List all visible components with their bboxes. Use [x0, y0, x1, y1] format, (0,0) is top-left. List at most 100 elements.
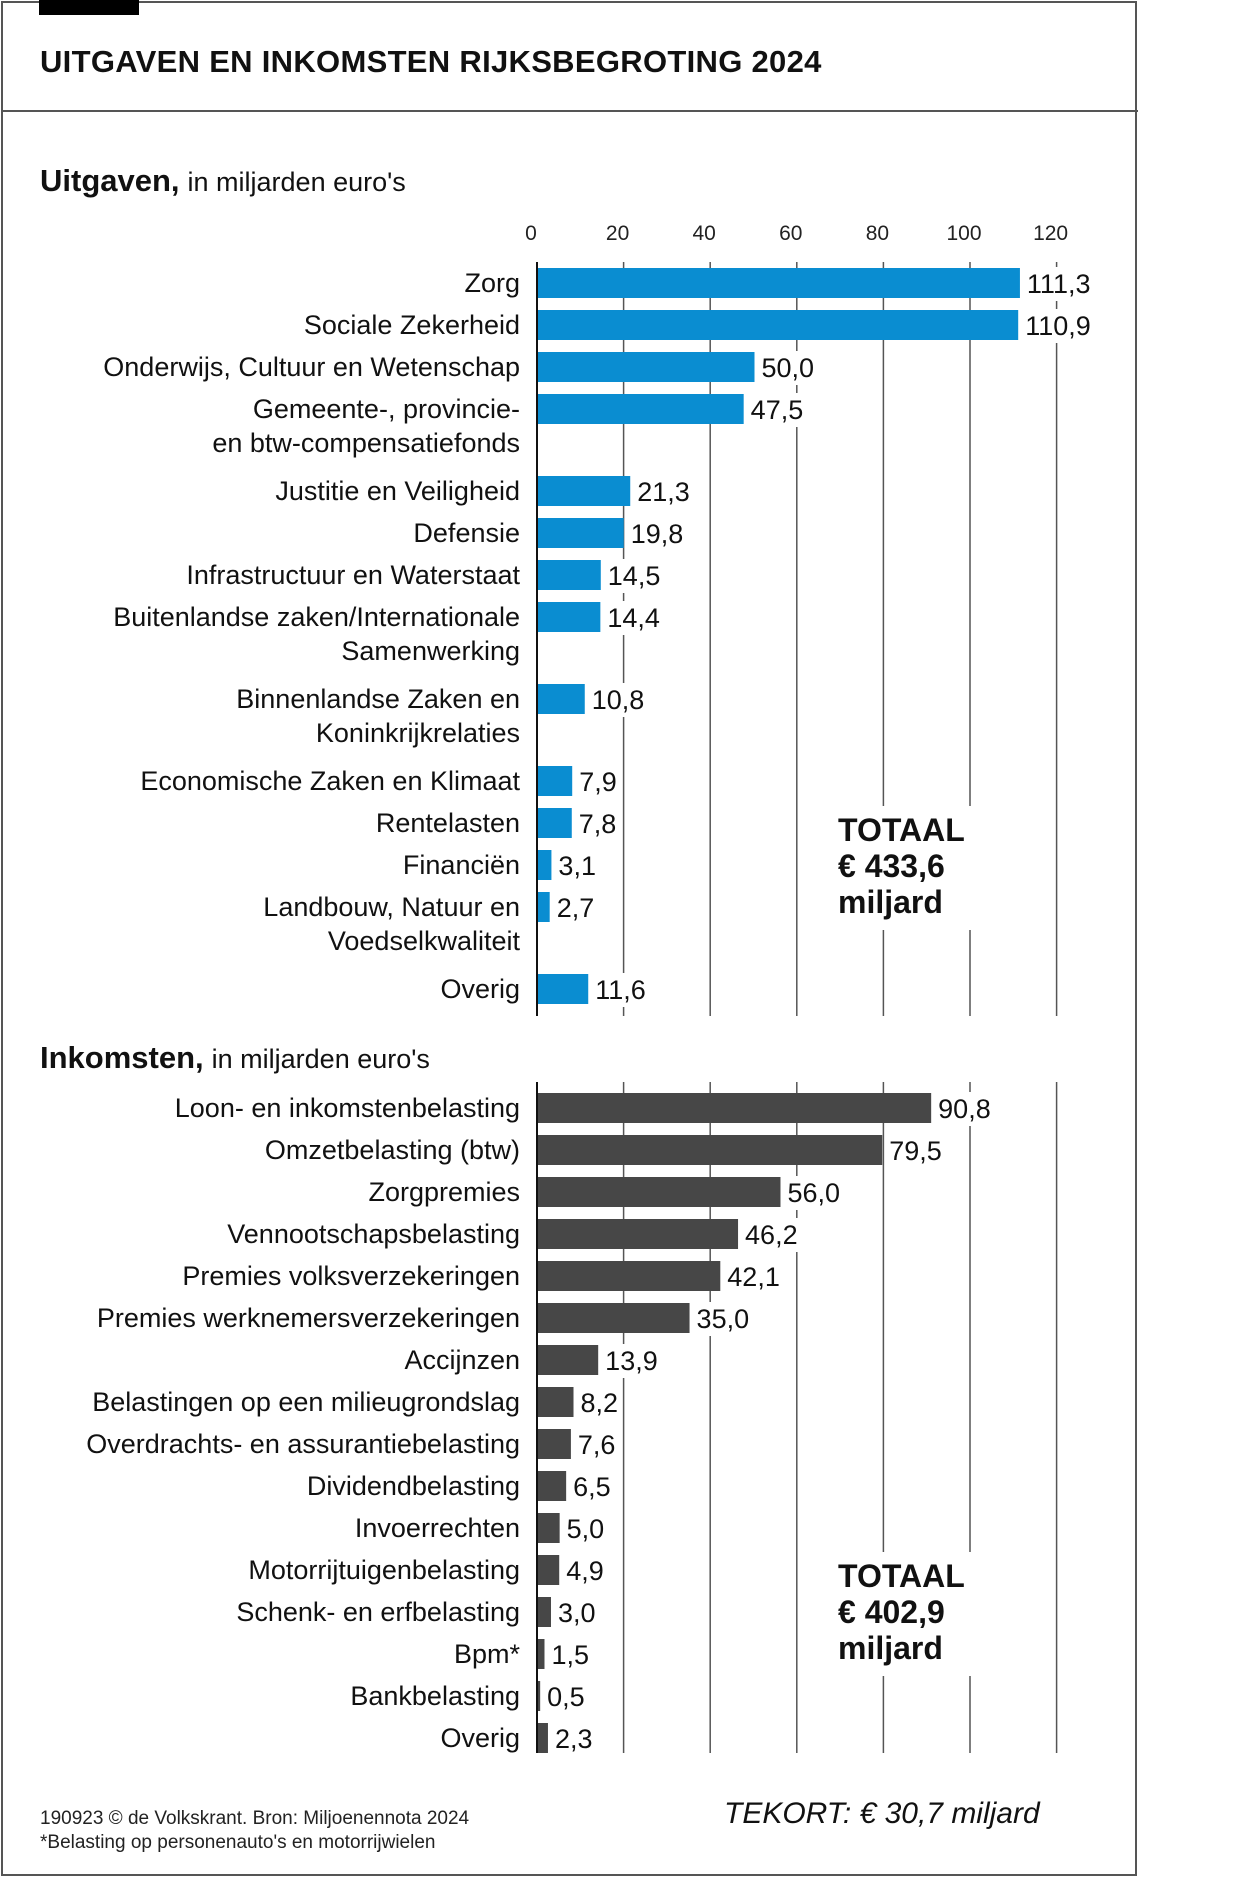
income-category-label: Vennootschapsbelasting [227, 1217, 520, 1251]
income-bar [538, 1597, 551, 1627]
expenses-total: TOTAAL € 433,6 miljard [834, 806, 973, 930]
income-value-label: 6,5 [569, 1470, 615, 1504]
category-label-line: Buitenlandse zaken/Internationale [113, 602, 520, 632]
expenses-category-label: Defensie [413, 516, 520, 550]
income-unit: in miljarden euro's [211, 1044, 430, 1074]
source-credit: 190923 © de Volkskrant. Bron: Miljoenenn… [40, 1808, 470, 1829]
category-label-line: Sociale Zekerheid [303, 310, 520, 340]
expenses-total-line-2: € 433,6 [838, 848, 945, 884]
income-value-label: 0,5 [543, 1680, 589, 1714]
x-tick-label: 40 [692, 222, 716, 245]
income-bar [538, 1093, 932, 1123]
income-category-label: Zorgpremies [368, 1175, 520, 1209]
expenses-value-label: 7,9 [575, 765, 621, 799]
expenses-bar [538, 602, 601, 632]
income-category-label: Premies werknemersverzekeringen [97, 1301, 520, 1335]
category-label-line: Justitie en Veiligheid [275, 476, 520, 506]
expenses-bar [538, 766, 573, 796]
x-tick-label: 80 [865, 222, 890, 245]
graphic-title: UITGAVEN EN INKOMSTEN RIJKSBEGROTING 202… [40, 44, 822, 79]
income-section-title: Inkomsten, in miljarden euro's [40, 1040, 430, 1076]
expenses-bar [538, 352, 755, 382]
income-bar [538, 1513, 560, 1543]
income-bar [538, 1639, 545, 1669]
category-label-line: Motorrijtuigenbelasting [248, 1555, 520, 1585]
income-value-label: 35,0 [692, 1302, 754, 1336]
expenses-category-label: Binnenlandse Zaken en Koninkrijkrelaties [236, 682, 520, 750]
expenses-bar [538, 268, 1020, 298]
income-value-label: 5,0 [562, 1512, 609, 1546]
deficit-label: TEKORT: € 30,7 miljard [724, 1797, 1040, 1830]
expenses-value-label: 3,1 [554, 849, 600, 883]
category-label-line: Overdrachts- en assurantiebelasting [86, 1429, 520, 1459]
expenses-bar [538, 394, 744, 424]
category-label-line: Schenk- en erfbelasting [236, 1597, 520, 1627]
expenses-category-label: Overig [440, 972, 520, 1006]
x-tick-label: 100 [946, 222, 982, 245]
income-total: TOTAAL € 402,9 miljard [834, 1552, 973, 1676]
income-category-label: Premies volksverzekeringen [182, 1259, 520, 1293]
income-total-line-1: TOTAAL [838, 1558, 965, 1594]
expenses-category-label: Zorg [464, 266, 520, 300]
category-label-line: Financiën [402, 850, 520, 880]
category-label-line: Zorgpremies [368, 1177, 520, 1207]
income-bar [538, 1387, 574, 1417]
income-category-label: Motorrijtuigenbelasting [248, 1553, 520, 1587]
category-label-line: Vennootschapsbelasting [227, 1219, 520, 1249]
expenses-bar [538, 974, 589, 1004]
category-label-line: Loon- en inkomstenbelasting [174, 1093, 520, 1123]
expenses-value-label: 14,4 [603, 601, 664, 635]
expenses-heading: Uitgaven, [40, 163, 180, 198]
x-tick-label: 20 [605, 222, 630, 245]
header-divider [1, 110, 1138, 112]
income-category-label: Loon- en inkomstenbelasting [175, 1091, 520, 1125]
income-heading: Inkomsten, [40, 1040, 204, 1075]
category-label-line: Infrastructuur en Waterstaat [186, 560, 520, 590]
income-value-label: 79,5 [885, 1134, 946, 1168]
x-tick-label: 120 [1033, 222, 1069, 245]
income-category-label: Overig [440, 1721, 520, 1755]
income-value-label: 42,1 [723, 1260, 784, 1294]
header-tab-marker [39, 0, 139, 15]
category-label-line: Belastingen op een milieugrondslag [92, 1387, 520, 1417]
income-category-label: Dividendbelasting [307, 1469, 520, 1503]
expenses-value-label: 19,8 [626, 517, 688, 551]
category-label-line: Binnenlandse Zaken en [236, 684, 520, 714]
expenses-value-label: 11,6 [591, 973, 650, 1007]
expenses-category-label: Buitenlandse zaken/Internationale Samenwe… [113, 600, 520, 668]
expenses-bar [538, 850, 552, 880]
expenses-category-label: Rentelasten [376, 806, 520, 840]
category-label-line: Invoerrechten [354, 1513, 520, 1543]
income-value-label: 3,0 [553, 1596, 600, 1630]
expenses-total-line-1: TOTAAL [838, 812, 965, 848]
x-tick-label: 0 [525, 222, 537, 245]
category-label-line: Koninkrijkrelaties [315, 718, 520, 748]
income-category-label: Schenk- en erfbelasting [236, 1595, 520, 1629]
expenses-category-label: Economische Zaken en Klimaat [140, 764, 520, 798]
income-bar [538, 1219, 739, 1249]
expenses-category-label: Landbouw, Natuur en Voedselkwaliteit [263, 890, 520, 958]
expenses-bar [538, 684, 585, 714]
category-label-line: Overig [440, 974, 520, 1004]
graphic-frame [1, 1, 1137, 1876]
category-label-line: Onderwijs, Cultuur en Wetenschap [103, 352, 520, 382]
income-bar [538, 1681, 541, 1711]
category-label-line: Dividendbelasting [306, 1471, 520, 1501]
category-label-line: Gemeente-, provincie- [252, 394, 520, 424]
category-label-line: Voedselkwaliteit [327, 926, 520, 956]
income-value-label: 7,6 [573, 1428, 620, 1462]
expenses-value-label: 21,3 [633, 475, 694, 509]
expenses-category-label: Gemeente-, provincie-en btw-compensatief… [212, 392, 520, 460]
expenses-bar [538, 892, 550, 922]
category-label-line: Premies volksverzekeringen [182, 1261, 520, 1291]
expenses-value-label: 50,0 [757, 351, 819, 385]
expenses-total-line-3: miljard [838, 884, 943, 920]
category-label-line: Rentelasten [375, 808, 520, 838]
expenses-bar [538, 310, 1019, 340]
income-bar [538, 1261, 721, 1291]
expenses-section-title: Uitgaven, in miljarden euro's [40, 163, 406, 199]
expenses-unit: in miljarden euro's [187, 167, 406, 197]
income-bar [538, 1135, 883, 1165]
income-value-label: 13,9 [601, 1344, 662, 1378]
